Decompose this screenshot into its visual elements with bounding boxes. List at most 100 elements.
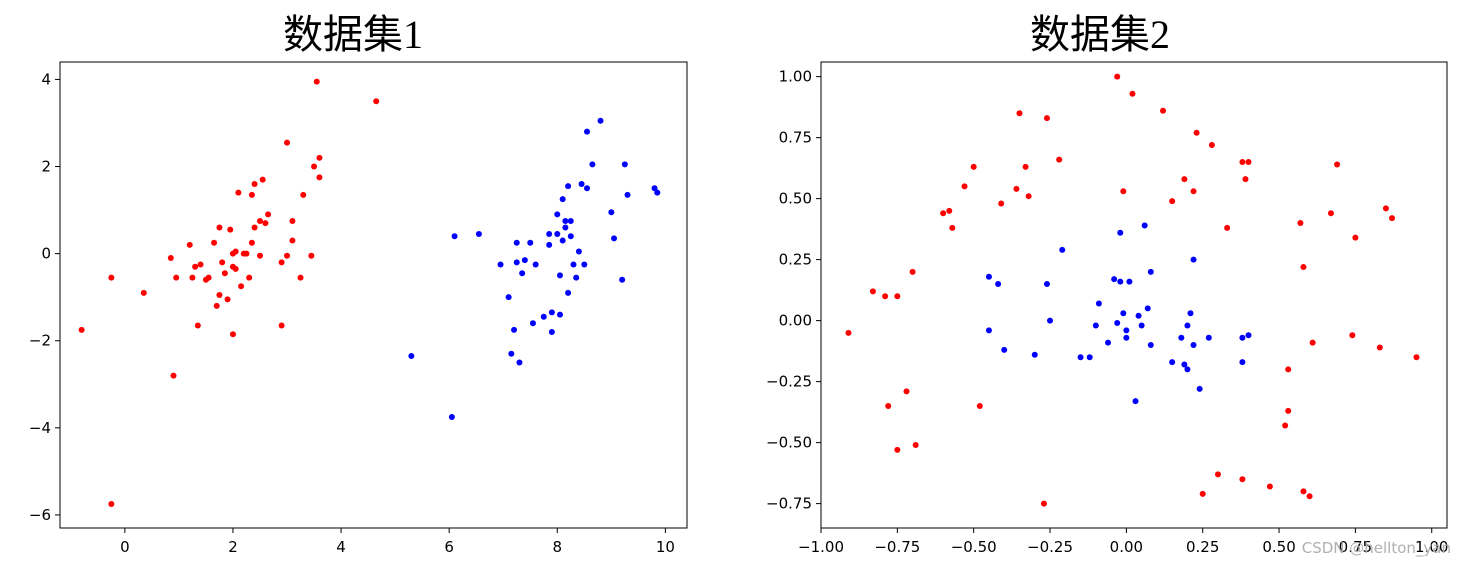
data-point-blue <box>1239 334 1246 341</box>
data-point-red <box>1285 366 1292 373</box>
data-point-red <box>1306 493 1313 500</box>
data-point-blue <box>985 273 992 280</box>
data-point-blue <box>556 311 563 318</box>
chart-title-2: 数据集2 <box>1030 12 1170 57</box>
data-point-red <box>308 252 315 259</box>
data-point-red <box>1016 110 1023 117</box>
data-point-blue <box>1138 322 1145 329</box>
data-point-blue <box>1086 354 1093 361</box>
y-tick-label: −0.25 <box>766 373 812 391</box>
data-point-red <box>845 329 852 336</box>
plot-frame-1 <box>59 61 688 529</box>
data-point-blue <box>1205 334 1212 341</box>
data-point-red <box>912 442 919 449</box>
data-point-blue <box>546 241 553 248</box>
data-point-red <box>1242 176 1249 183</box>
data-point-red <box>869 288 876 295</box>
y-tick-label: 1.00 <box>779 68 812 86</box>
data-point-blue <box>497 261 504 268</box>
data-point-blue <box>1117 229 1124 236</box>
data-point-red <box>970 163 977 170</box>
data-point-red <box>78 326 85 333</box>
y-tick-label: −4 <box>29 419 51 437</box>
data-point-red <box>256 217 263 224</box>
x-tick-label: 1.00 <box>1415 538 1448 556</box>
data-point-blue <box>589 161 596 168</box>
data-point-blue <box>1239 359 1246 366</box>
data-point-red <box>1300 263 1307 270</box>
y-tick-label: 0.75 <box>779 129 812 147</box>
y-tick-label: −6 <box>29 506 51 524</box>
plot-frame-2 <box>820 61 1448 529</box>
data-point-red <box>1327 210 1334 217</box>
data-point-blue <box>621 161 628 168</box>
data-point-red <box>189 274 196 281</box>
data-point-red <box>311 163 318 170</box>
data-point-blue <box>1095 300 1102 307</box>
data-point-red <box>1413 354 1420 361</box>
data-point-red <box>1349 332 1356 339</box>
data-point-blue <box>567 233 574 240</box>
data-point-red <box>976 403 983 410</box>
data-point-blue <box>1184 366 1191 373</box>
data-point-red <box>882 293 889 300</box>
data-point-red <box>167 254 174 261</box>
y-tick-label: 0.50 <box>779 190 812 208</box>
data-point-blue <box>529 320 536 327</box>
data-point-red <box>1199 490 1206 497</box>
data-point-blue <box>611 235 618 242</box>
data-point-red <box>1376 344 1383 351</box>
data-point-blue <box>1117 278 1124 285</box>
data-point-red <box>284 252 291 259</box>
data-point-blue <box>1135 312 1142 319</box>
data-point-red <box>373 98 380 105</box>
data-point-blue <box>527 239 534 246</box>
data-point-blue <box>567 217 574 224</box>
data-point-red <box>256 252 263 259</box>
data-point-blue <box>985 327 992 334</box>
watermark: CSDN @hellton_yan <box>1301 539 1451 557</box>
y-tick-label: 0 <box>41 245 51 263</box>
data-point-red <box>885 403 892 410</box>
data-point-blue <box>1141 222 1148 229</box>
x-tick-label: 0.00 <box>1110 538 1143 556</box>
data-point-red <box>259 176 266 183</box>
data-point-blue <box>556 272 563 279</box>
x-tick-label: 0.50 <box>1262 538 1295 556</box>
data-point-blue <box>559 237 566 244</box>
data-point-red <box>248 239 255 246</box>
data-point-blue <box>505 294 512 301</box>
data-point-red <box>216 292 223 298</box>
data-point-blue <box>584 185 591 192</box>
data-point-red <box>289 237 296 244</box>
data-point-red <box>1181 176 1188 183</box>
data-point-blue <box>408 352 415 359</box>
data-point-blue <box>532 261 539 268</box>
y-tick-label: 4 <box>41 70 51 88</box>
x-tick-label: 0 <box>120 538 130 556</box>
data-point-red <box>289 217 296 224</box>
data-point-red <box>232 248 239 255</box>
data-point-blue <box>1031 351 1038 358</box>
data-point-red <box>238 283 245 290</box>
data-point-red <box>235 189 242 196</box>
x-tick-label: 4 <box>336 538 346 556</box>
data-point-blue <box>1147 268 1154 275</box>
data-point-red <box>170 372 177 379</box>
data-point-blue <box>1169 359 1176 366</box>
x-tick-label: −1.00 <box>798 538 844 556</box>
data-point-red <box>313 78 320 85</box>
data-point-blue <box>1245 332 1252 339</box>
data-point-red <box>1056 156 1063 163</box>
data-point-red <box>205 274 212 281</box>
data-point-red <box>251 180 258 187</box>
data-point-red <box>316 154 323 161</box>
data-point-red <box>1190 188 1197 195</box>
data-point-blue <box>540 313 547 320</box>
data-point-blue <box>654 189 661 196</box>
data-point-blue <box>1147 342 1154 349</box>
data-point-blue <box>448 413 455 420</box>
data-point-blue <box>575 248 582 255</box>
data-point-red <box>140 289 147 296</box>
data-point-red <box>192 263 199 270</box>
